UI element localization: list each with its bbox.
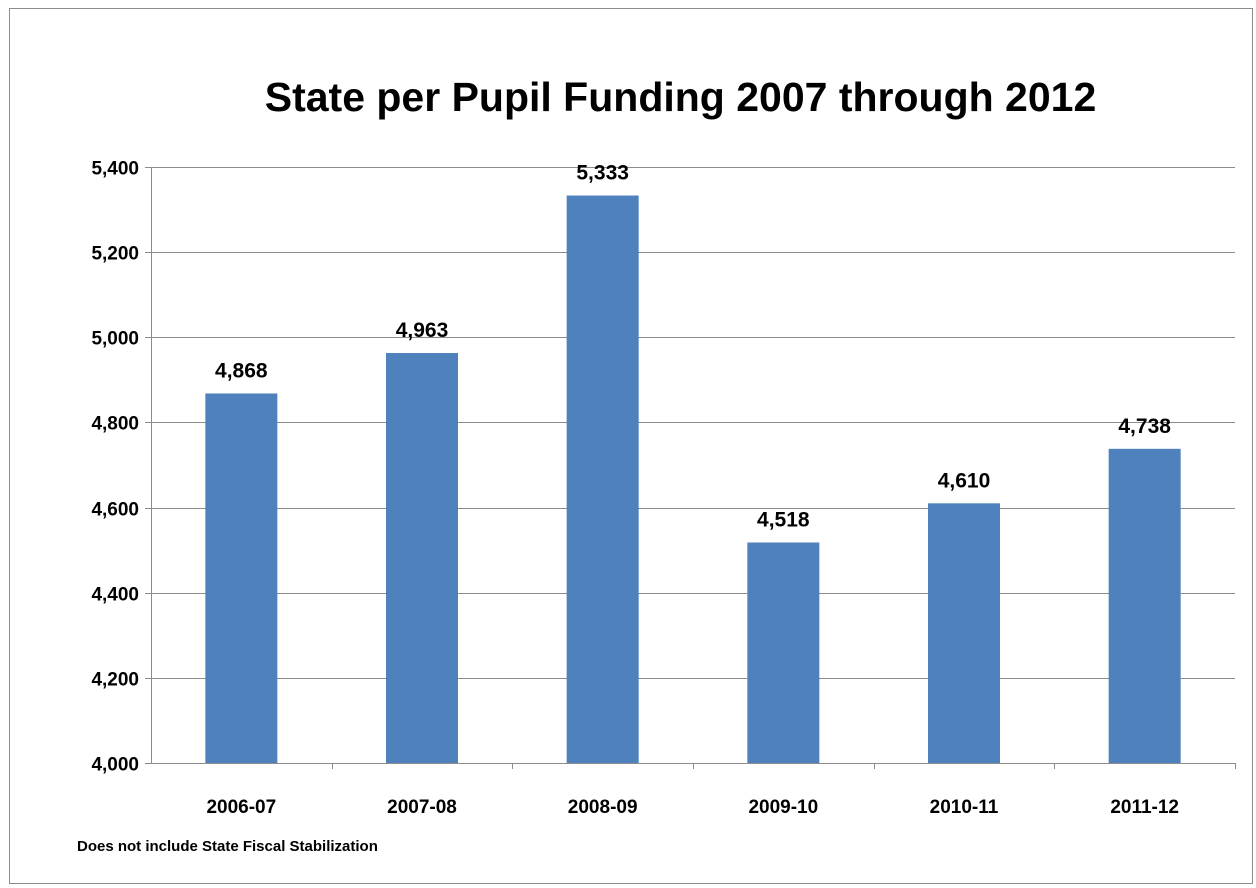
- data-label: 4,610: [938, 469, 991, 492]
- bar: [928, 503, 1000, 763]
- bar: [1108, 448, 1181, 763]
- x-tick-label: 2007-08: [387, 797, 457, 818]
- bar: [205, 393, 278, 763]
- data-label: 4,868: [215, 359, 268, 382]
- bars: [205, 195, 1181, 764]
- data-label: 5,333: [576, 162, 629, 185]
- x-tick-label: 2011-12: [1110, 797, 1179, 818]
- y-tick-label: 5,400: [91, 159, 139, 180]
- data-label: 4,518: [757, 508, 810, 531]
- footnote: Does not include State Fiscal Stabilizat…: [77, 838, 378, 855]
- y-tick-label: 4,600: [91, 500, 139, 521]
- chart-title: State per Pupil Funding 2007 through 201…: [264, 74, 1097, 120]
- x-tick-label: 2006-07: [206, 797, 276, 818]
- data-labels: 4,868 4,963 5,333 4,518 4,610 4,738: [215, 162, 1171, 532]
- x-tick-label: 2009-10: [748, 797, 818, 818]
- y-tick-label: 4,200: [91, 670, 139, 691]
- y-tick-label: 4,400: [91, 585, 139, 606]
- y-tick-label: 5,200: [91, 244, 139, 265]
- bar: [386, 353, 458, 763]
- x-tick-label: 2008-09: [568, 797, 638, 818]
- data-label: 4,738: [1118, 415, 1171, 438]
- data-label: 4,963: [396, 319, 449, 342]
- x-tick-label: 2010-11: [930, 797, 999, 818]
- y-axis: 4,000 4,200 4,400 4,600 4,800 5,000 5,200 5,400: [91, 159, 152, 776]
- y-tick-label: 4,800: [91, 414, 139, 435]
- gridlines: [151, 167, 1235, 679]
- bar: [747, 542, 820, 763]
- x-axis: 2006-07 2007-08 2008-09 2009-10 2010-11 2011-…: [151, 763, 1236, 818]
- y-tick-label: 4,000: [91, 755, 139, 776]
- y-tick-label: 5,000: [91, 329, 139, 350]
- bar: [566, 195, 639, 764]
